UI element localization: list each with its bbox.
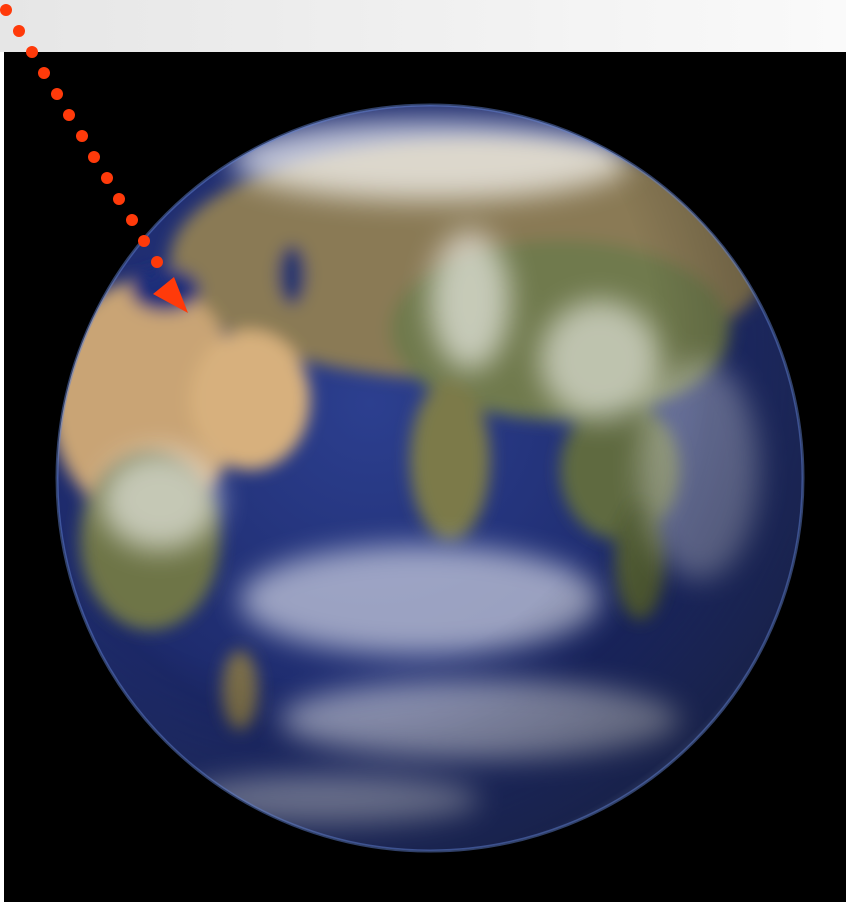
arrow-dot — [151, 256, 163, 268]
terminator-shade — [57, 105, 803, 851]
arrow-dot — [13, 25, 25, 37]
earth — [57, 105, 803, 851]
top-band — [0, 0, 846, 52]
arrow-dot — [63, 109, 75, 121]
arrow-dot — [0, 4, 12, 16]
arrow-dot — [126, 214, 138, 226]
arrow-dot — [51, 88, 63, 100]
atmosphere-rim — [55, 103, 805, 853]
arrow-dot — [38, 67, 50, 79]
arrow-dot — [113, 193, 125, 205]
arrow-dot — [88, 151, 100, 163]
arrow-dot — [76, 130, 88, 142]
arrow-dot — [26, 46, 38, 58]
arrow-dot — [101, 172, 113, 184]
arrow-dot — [138, 235, 150, 247]
pointer-arrow — [0, 4, 188, 313]
arrow-head — [153, 277, 188, 313]
